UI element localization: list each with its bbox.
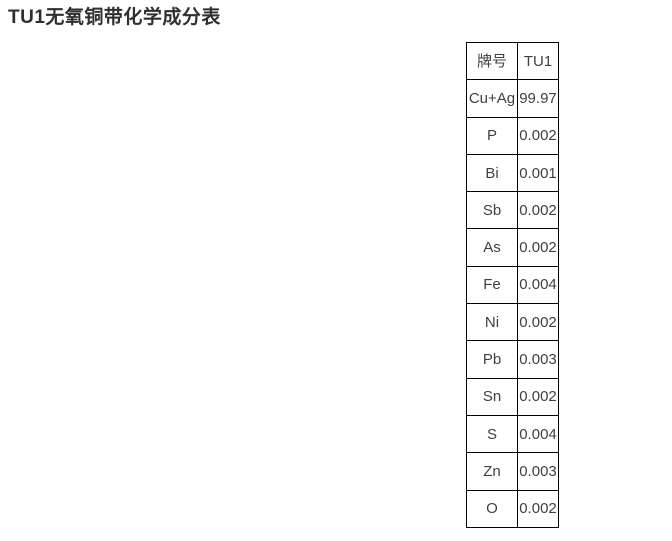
table-row: S 0.004 <box>466 414 559 454</box>
table-row: Pb 0.003 <box>466 340 559 379</box>
table-row: Fe 0.004 <box>466 265 559 305</box>
table-row: Ni 0.002 <box>466 303 559 342</box>
table-row: O 0.002 <box>466 489 559 528</box>
element-cell: Pb <box>466 340 518 379</box>
table-row: Cu+Ag 99.97 <box>466 79 559 118</box>
element-cell: Ni <box>466 303 518 342</box>
value-cell: 0.002 <box>517 191 559 230</box>
element-cell: Zn <box>466 452 518 491</box>
element-cell: Cu+Ag <box>466 79 518 118</box>
element-cell: P <box>466 116 518 155</box>
element-cell: Sb <box>466 191 518 230</box>
value-cell: 0.002 <box>517 303 559 342</box>
value-cell: 99.97 <box>517 79 559 118</box>
value-cell: 0.003 <box>517 340 559 379</box>
composition-table: 牌号 TU1 Cu+Ag 99.97 P 0.002 Bi 0.001 Sb 0.002 As 0.0… <box>466 41 559 528</box>
element-cell: Fe <box>466 265 518 305</box>
table-row: Sb 0.002 <box>466 191 559 230</box>
table-row: Sn 0.002 <box>466 377 559 416</box>
table-row: 牌号 TU1 <box>466 41 559 81</box>
element-cell: As <box>466 228 518 267</box>
value-cell: 0.002 <box>517 228 559 267</box>
value-cell: 0.003 <box>517 452 559 491</box>
value-cell: 0.004 <box>517 265 559 305</box>
element-cell: Bi <box>466 153 518 193</box>
element-cell: 牌号 <box>466 41 518 81</box>
value-cell: 0.002 <box>517 489 559 528</box>
table-row: Zn 0.003 <box>466 452 559 491</box>
table-row: As 0.002 <box>466 228 559 267</box>
value-cell: 0.002 <box>517 377 559 416</box>
element-cell: O <box>466 489 518 528</box>
value-cell: 0.004 <box>517 414 559 454</box>
value-cell: 0.002 <box>517 116 559 155</box>
composition-table-body: 牌号 TU1 Cu+Ag 99.97 P 0.002 Bi 0.001 Sb 0.002 As 0.0… <box>466 41 559 528</box>
table-row: P 0.002 <box>466 116 559 155</box>
value-cell: 0.001 <box>517 153 559 193</box>
value-cell: TU1 <box>517 41 559 81</box>
page-title: TU1无氧铜带化学成分表 <box>8 7 221 28</box>
table-row: Bi 0.001 <box>466 153 559 193</box>
element-cell: Sn <box>466 377 518 416</box>
element-cell: S <box>466 414 518 454</box>
